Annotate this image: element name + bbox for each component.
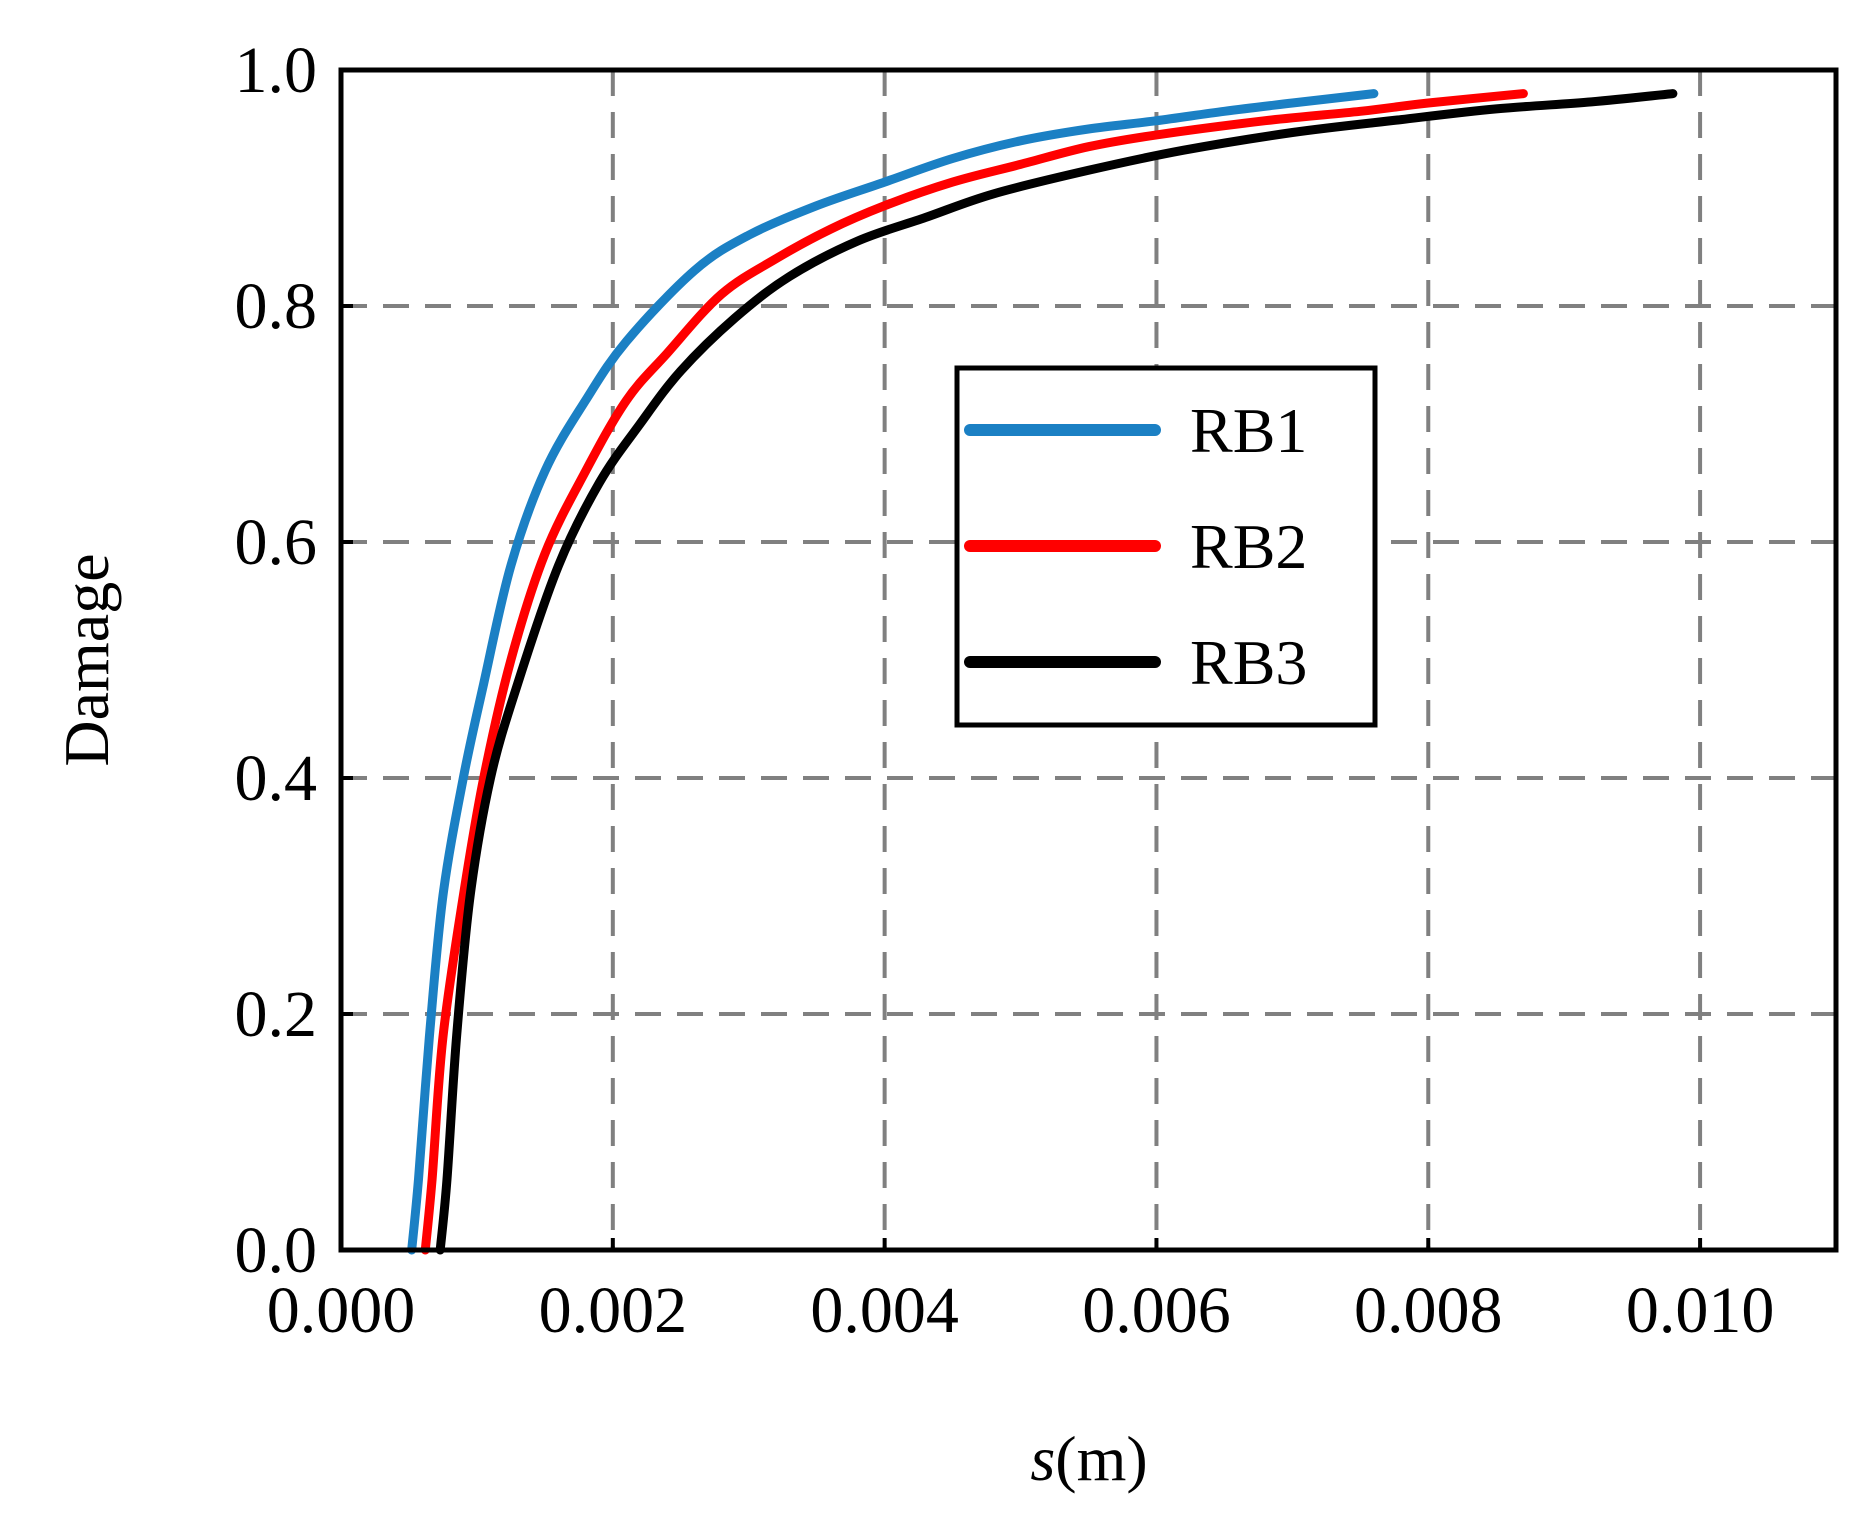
series-line-rb3: [435, 89, 1678, 1255]
x-tick-label: 0.010: [1626, 1274, 1775, 1347]
series-line-rb1: [407, 89, 1379, 1255]
y-tick-label: 0.6: [235, 506, 318, 579]
x-tick-label: 0.008: [1354, 1274, 1503, 1347]
x-axis-variable: s: [1030, 1423, 1055, 1494]
x-axis-title: s(m): [1030, 1423, 1147, 1494]
y-tick-label: 0.0: [235, 1214, 318, 1287]
plot-frame: [338, 67, 1839, 1253]
x-tick-label: 0.000: [267, 1274, 416, 1347]
y-tick-label: 0.4: [235, 742, 318, 815]
y-tick-label: 0.2: [235, 978, 318, 1051]
legend: RB1 RB2 RB3: [954, 365, 1378, 728]
axis-ticks: 0.000 0.002 0.004 0.006 0.008 0.010 0.0 0.2 0.4 0…: [235, 34, 1775, 1347]
x-tick-label: 0.004: [810, 1274, 959, 1347]
x-tick-label: 0.006: [1082, 1274, 1231, 1347]
legend-label-rb1: RB1: [1190, 395, 1307, 466]
series-line-rb2: [420, 89, 1528, 1255]
y-axis-title: Damage: [51, 553, 122, 766]
y-tick-label: 0.8: [235, 270, 318, 343]
legend-label-rb2: RB2: [1190, 511, 1307, 582]
legend-label-rb3: RB3: [1190, 627, 1307, 698]
x-tick-label: 0.002: [539, 1274, 688, 1347]
x-axis-unit: (m): [1055, 1423, 1147, 1494]
y-tick-label: 1.0: [235, 34, 318, 107]
series-lines: [407, 89, 1678, 1255]
